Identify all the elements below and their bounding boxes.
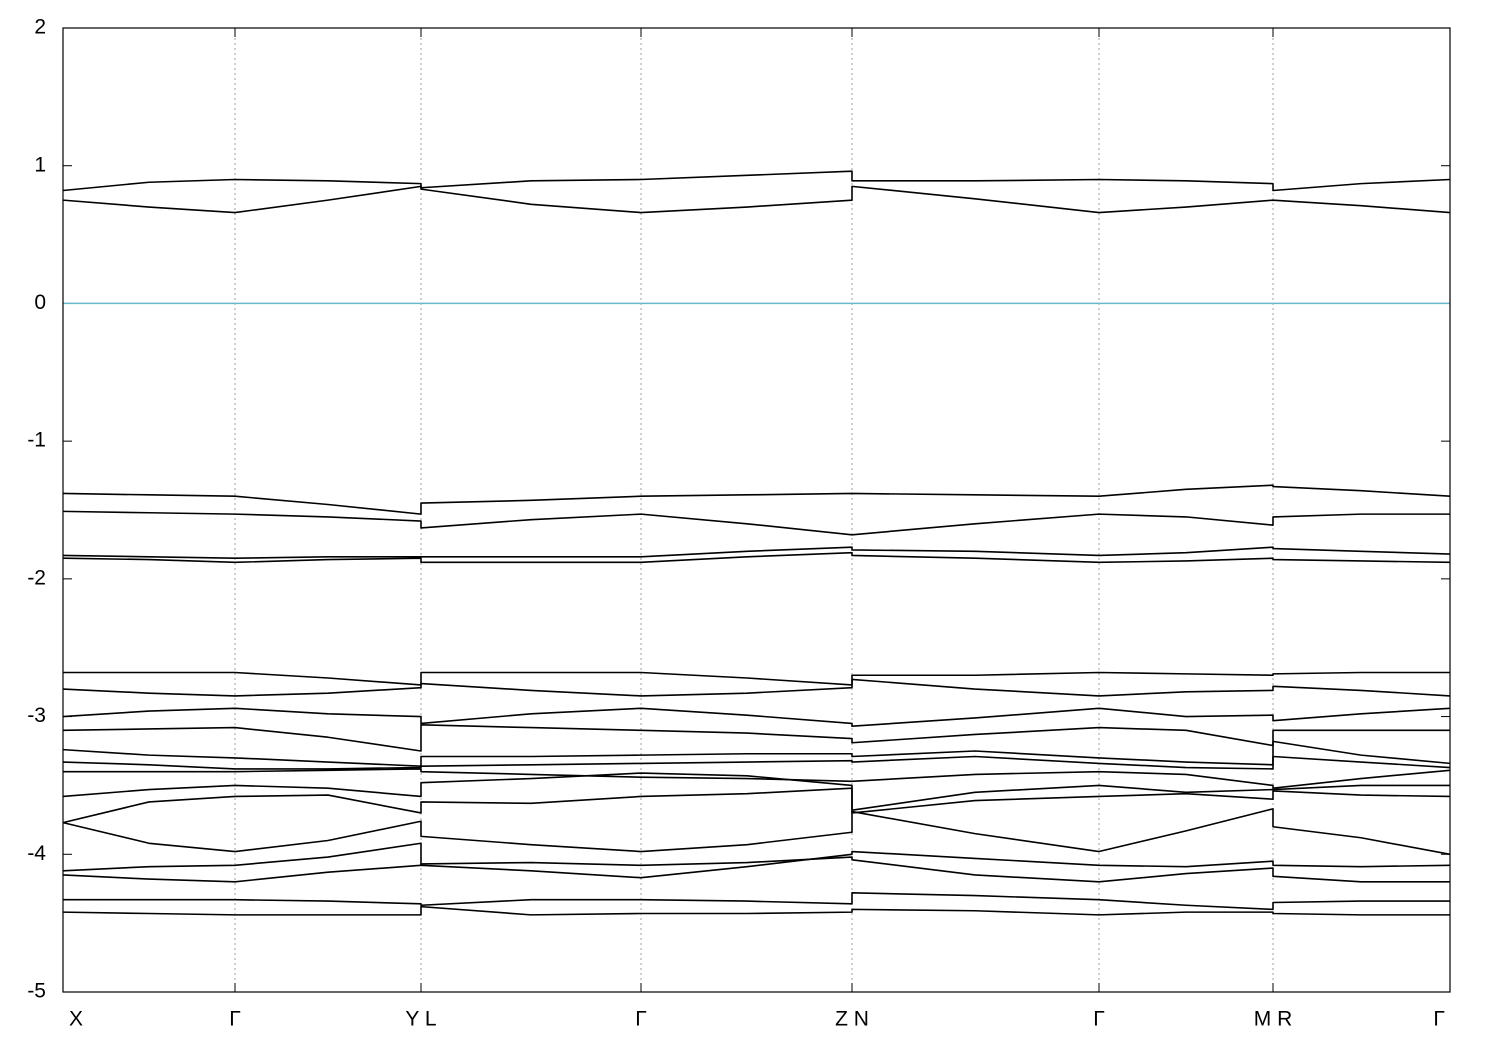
- x-tick-label: X: [69, 1008, 83, 1031]
- x-tick-label: Γ: [1433, 1008, 1445, 1031]
- band-line: [62, 707, 1451, 728]
- x-tick-label: Γ: [229, 1008, 241, 1031]
- x-tick-label: M R: [1254, 1008, 1293, 1031]
- y-tick-label: -5: [27, 980, 46, 1003]
- x-tick-label: Z N: [835, 1008, 869, 1031]
- band-line: [62, 678, 1451, 697]
- y-tick-label: -2: [27, 566, 46, 589]
- y-tick-label: 1: [34, 153, 46, 176]
- y-tick-label: -4: [27, 842, 46, 865]
- x-tick-label: Γ: [635, 1008, 647, 1031]
- band-line: [62, 724, 1450, 752]
- band-line: [62, 808, 1451, 856]
- band-line: [63, 768, 1451, 789]
- y-tick-label: -3: [27, 704, 46, 727]
- band-line: [63, 892, 1450, 911]
- band-line: [62, 546, 1451, 559]
- x-tick-label: Γ: [1093, 1008, 1105, 1031]
- band-line: [62, 772, 1450, 812]
- band-line: [62, 787, 1451, 824]
- band-line: [62, 842, 1451, 879]
- plot-frame: [62, 27, 1451, 993]
- band-line: [62, 510, 1450, 536]
- band-line: [62, 755, 1451, 770]
- x-tick-label: Y L: [405, 1008, 436, 1031]
- band-line: [62, 185, 1451, 214]
- y-tick-label: 0: [34, 291, 46, 314]
- band-line: [62, 551, 1451, 564]
- band-line: [63, 671, 1450, 686]
- band-line: [62, 856, 1450, 883]
- band-line: [62, 170, 1451, 192]
- band-line: [62, 484, 1451, 515]
- y-tick-label: -1: [27, 429, 46, 452]
- y-tick-label: 2: [34, 16, 46, 39]
- band-line: [62, 905, 1450, 916]
